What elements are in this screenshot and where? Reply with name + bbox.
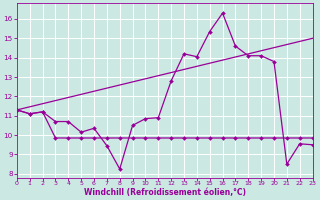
X-axis label: Windchill (Refroidissement éolien,°C): Windchill (Refroidissement éolien,°C) [84, 188, 246, 197]
